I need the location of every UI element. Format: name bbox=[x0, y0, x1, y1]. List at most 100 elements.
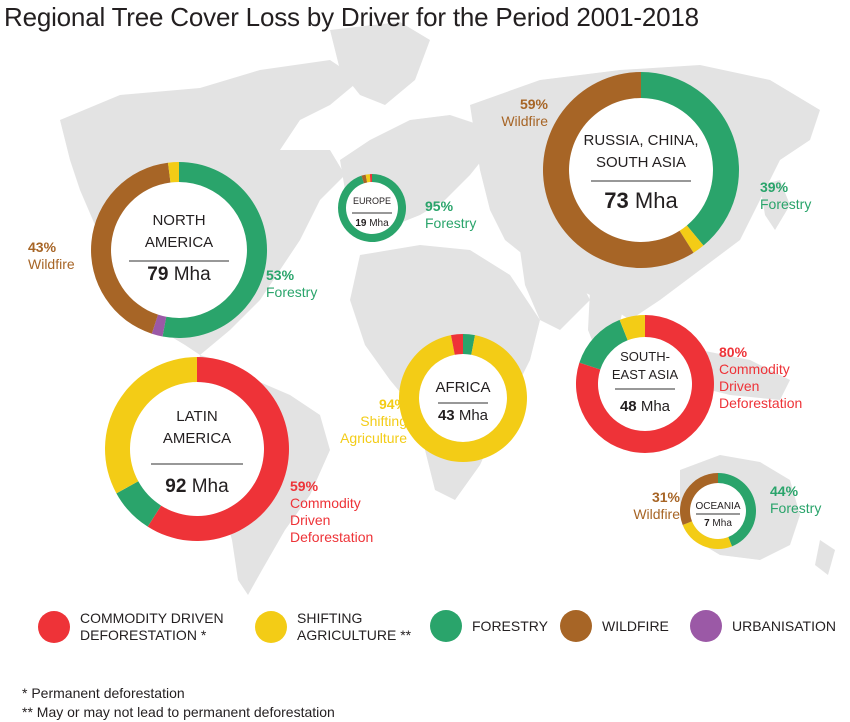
annotation-label-oceania-wildfire-line-0: Wildfire bbox=[633, 506, 680, 522]
donut-hole-europe bbox=[346, 182, 398, 234]
annotation-percent-russia-china-south-asia-wildfire: 59% bbox=[520, 96, 549, 112]
region-total-value-europe: 19 bbox=[355, 218, 367, 229]
slice-latin-america-shifting: shifting 33% bbox=[105, 357, 197, 494]
map-middle-east bbox=[520, 250, 590, 330]
legend-item-forestry: FORESTRY bbox=[430, 610, 548, 642]
footnote-may-or-may-not: ** May or may not lead to permanent defo… bbox=[22, 704, 335, 720]
donut-south-east-asia: commodity 80%forestry 14%shifting 6% SOUT… bbox=[575, 315, 714, 453]
annotation-label-south-east-asia-commodity-line-0: Commodity bbox=[719, 361, 790, 377]
region-name-south-east-asia-line-1: EAST ASIA bbox=[612, 367, 679, 382]
annotation-percent-south-east-asia-commodity: 80% bbox=[719, 344, 748, 360]
region-name-oceania-line-0: OCEANIA bbox=[695, 501, 740, 512]
annotation-label-south-east-asia-commodity-line-1: Driven bbox=[719, 378, 759, 394]
annotation-label-north-america-forestry-line-0: Forestry bbox=[266, 284, 317, 300]
legend-item-commodity: COMMODITY DRIVEN DEFORESTATION * bbox=[38, 610, 224, 644]
region-total-africa: 43 Mha bbox=[438, 407, 489, 424]
slice-africa-forestry: forestry 3% bbox=[463, 333, 475, 355]
annotation-percent-europe-forestry: 95% bbox=[425, 198, 454, 214]
annotation-label-europe-forestry-line-0: Forestry bbox=[425, 215, 476, 231]
donut-oceania: forestry 44%shifting 25%wildfire 31%OCEA… bbox=[680, 473, 756, 549]
region-total-unit-latin-america: Mha bbox=[186, 476, 229, 497]
donut-hole-oceania bbox=[690, 483, 746, 539]
region-name-north-america-line-1: AMERICA bbox=[145, 234, 213, 251]
legend-item-wildfire: WILDFIRE bbox=[560, 610, 669, 642]
region-total-value-south-east-asia: 48 bbox=[620, 398, 637, 415]
region-total-europe: 19 Mha bbox=[355, 218, 389, 229]
annotation-percent-russia-china-south-asia-forestry: 39% bbox=[760, 179, 789, 195]
region-total-unit-south-east-asia: Mha bbox=[637, 398, 671, 415]
annotation-north-america-wildfire: 43%Wildfire bbox=[28, 239, 75, 272]
slice-europe-shifting: shifting 2% bbox=[365, 174, 371, 183]
slice-south-east-asia-forestry: forestry 14% bbox=[579, 319, 628, 370]
legend-swatch-shifting bbox=[255, 611, 287, 643]
map-new-zealand bbox=[815, 540, 835, 575]
slice-oceania-forestry: forestry 44% bbox=[718, 473, 756, 547]
slice-oceania-shifting: shifting 25% bbox=[682, 521, 732, 549]
slice-europe-commodity: commodity 1% bbox=[369, 174, 372, 183]
slice-europe-wildfire: wildfire 2% bbox=[361, 174, 368, 184]
legend-label-wildfire: WILDFIRE bbox=[602, 617, 669, 634]
annotation-label-russia-china-south-asia-wildfire-line-0: Wildfire bbox=[501, 113, 548, 129]
map-japan bbox=[760, 180, 790, 230]
region-name-latin-america-line-0: LATIN bbox=[176, 408, 217, 425]
legend-label-shifting: SHIFTING AGRICULTURE ** bbox=[297, 610, 412, 643]
donut-africa: forestry 3%shifting 94%commodity 3% AFRIC… bbox=[398, 333, 527, 462]
annotation-percent-latin-america-commodity: 59% bbox=[290, 478, 319, 494]
annotation-label-north-america-wildfire-line-0: Wildfire bbox=[28, 256, 75, 272]
region-total-unit-europe: Mha bbox=[366, 218, 389, 229]
annotation-percent-africa-shifting: 94% bbox=[379, 396, 408, 412]
region-name-russia-china-south-asia-line-0: RUSSIA, CHINA, bbox=[583, 132, 698, 149]
region-total-unit-africa: Mha bbox=[455, 407, 489, 424]
legend-label-commodity: COMMODITY DRIVEN DEFORESTATION * bbox=[80, 610, 224, 643]
annotation-russia-china-south-asia-wildfire: 59%Wildfire bbox=[501, 96, 548, 129]
donut-latin-america: commodity 59%forestry 8%shifting 33%LATI… bbox=[105, 357, 290, 541]
slice-oceania-wildfire: wildfire 31% bbox=[680, 473, 718, 525]
donut-europe: forestry 95%wildfire 2%shifting 2%commod… bbox=[338, 174, 407, 243]
map-greenland bbox=[330, 22, 430, 105]
footnotes: * Permanent deforestation ** May or may … bbox=[22, 684, 335, 722]
region-name-latin-america-line-1: AMERICA bbox=[163, 430, 231, 447]
annotation-label-oceania-forestry-line-0: Forestry bbox=[770, 500, 821, 516]
legend: COMMODITY DRIVEN DEFORESTATION * SHIFTING… bbox=[0, 604, 850, 654]
legend-swatch-forestry bbox=[430, 610, 462, 642]
region-total-value-north-america: 79 bbox=[147, 264, 168, 285]
chart-title: Regional Tree Cover Loss by Driver for t… bbox=[4, 2, 699, 32]
slice-latin-america-forestry: forestry 8% bbox=[116, 481, 162, 527]
donut-hole-russia-china-south-asia bbox=[569, 98, 713, 242]
region-total-north-america: 79 Mha bbox=[147, 264, 211, 285]
slice-russia-china-south-asia-shifting: shifting 2% bbox=[679, 225, 704, 253]
annotation-label-latin-america-commodity-line-0: Commodity bbox=[290, 495, 361, 511]
footnote-permanent: * Permanent deforestation bbox=[22, 685, 185, 701]
region-name-north-america-line-0: NORTH bbox=[152, 212, 205, 229]
annotation-label-latin-america-commodity-line-2: Deforestation bbox=[290, 529, 373, 545]
annotation-percent-north-america-wildfire: 43% bbox=[28, 239, 57, 255]
region-total-russia-china-south-asia: 73 Mha bbox=[604, 188, 678, 213]
slice-south-east-asia-commodity: commodity 80% bbox=[575, 315, 714, 453]
annotation-percent-oceania-forestry: 44% bbox=[770, 483, 799, 499]
annotation-north-america-forestry: 53%Forestry bbox=[266, 267, 317, 300]
region-name-south-east-asia-line-0: SOUTH- bbox=[620, 349, 670, 364]
slice-africa-commodity: commodity 3% bbox=[451, 334, 463, 355]
slice-north-america-urbanisation: urbanisation 2% bbox=[151, 314, 167, 337]
region-total-value-latin-america: 92 bbox=[165, 476, 186, 497]
annotation-oceania-wildfire: 31%Wildfire bbox=[633, 489, 680, 522]
donut-russia-china-south-asia: forestry 39%shifting 2%wildfire 59%RUSSI… bbox=[542, 72, 739, 269]
slice-africa-shifting: shifting 94% bbox=[398, 335, 527, 462]
annotation-percent-oceania-wildfire: 31% bbox=[652, 489, 681, 505]
donut-hole-south-east-asia bbox=[598, 337, 692, 431]
annotation-label-africa-shifting-line-1: Agriculture bbox=[340, 430, 407, 446]
region-total-unit-oceania: Mha bbox=[710, 518, 733, 529]
region-name-europe-line-0: EUROPE bbox=[353, 196, 391, 206]
legend-label-forestry: FORESTRY bbox=[472, 617, 548, 634]
region-total-value-oceania: 7 bbox=[704, 518, 710, 529]
donut-north-america: forestry 53%urbanisation 2%wildfire 43%s… bbox=[91, 162, 268, 338]
annotation-russia-china-south-asia-forestry: 39%Forestry bbox=[760, 179, 811, 212]
slice-north-america-forestry: forestry 53% bbox=[162, 162, 268, 338]
annotation-label-latin-america-commodity-line-1: Driven bbox=[290, 512, 330, 528]
annotation-label-russia-china-south-asia-forestry-line-0: Forestry bbox=[760, 196, 811, 212]
donut-hole-latin-america bbox=[130, 382, 264, 516]
slice-north-america-shifting: shifting 2% bbox=[167, 162, 179, 183]
